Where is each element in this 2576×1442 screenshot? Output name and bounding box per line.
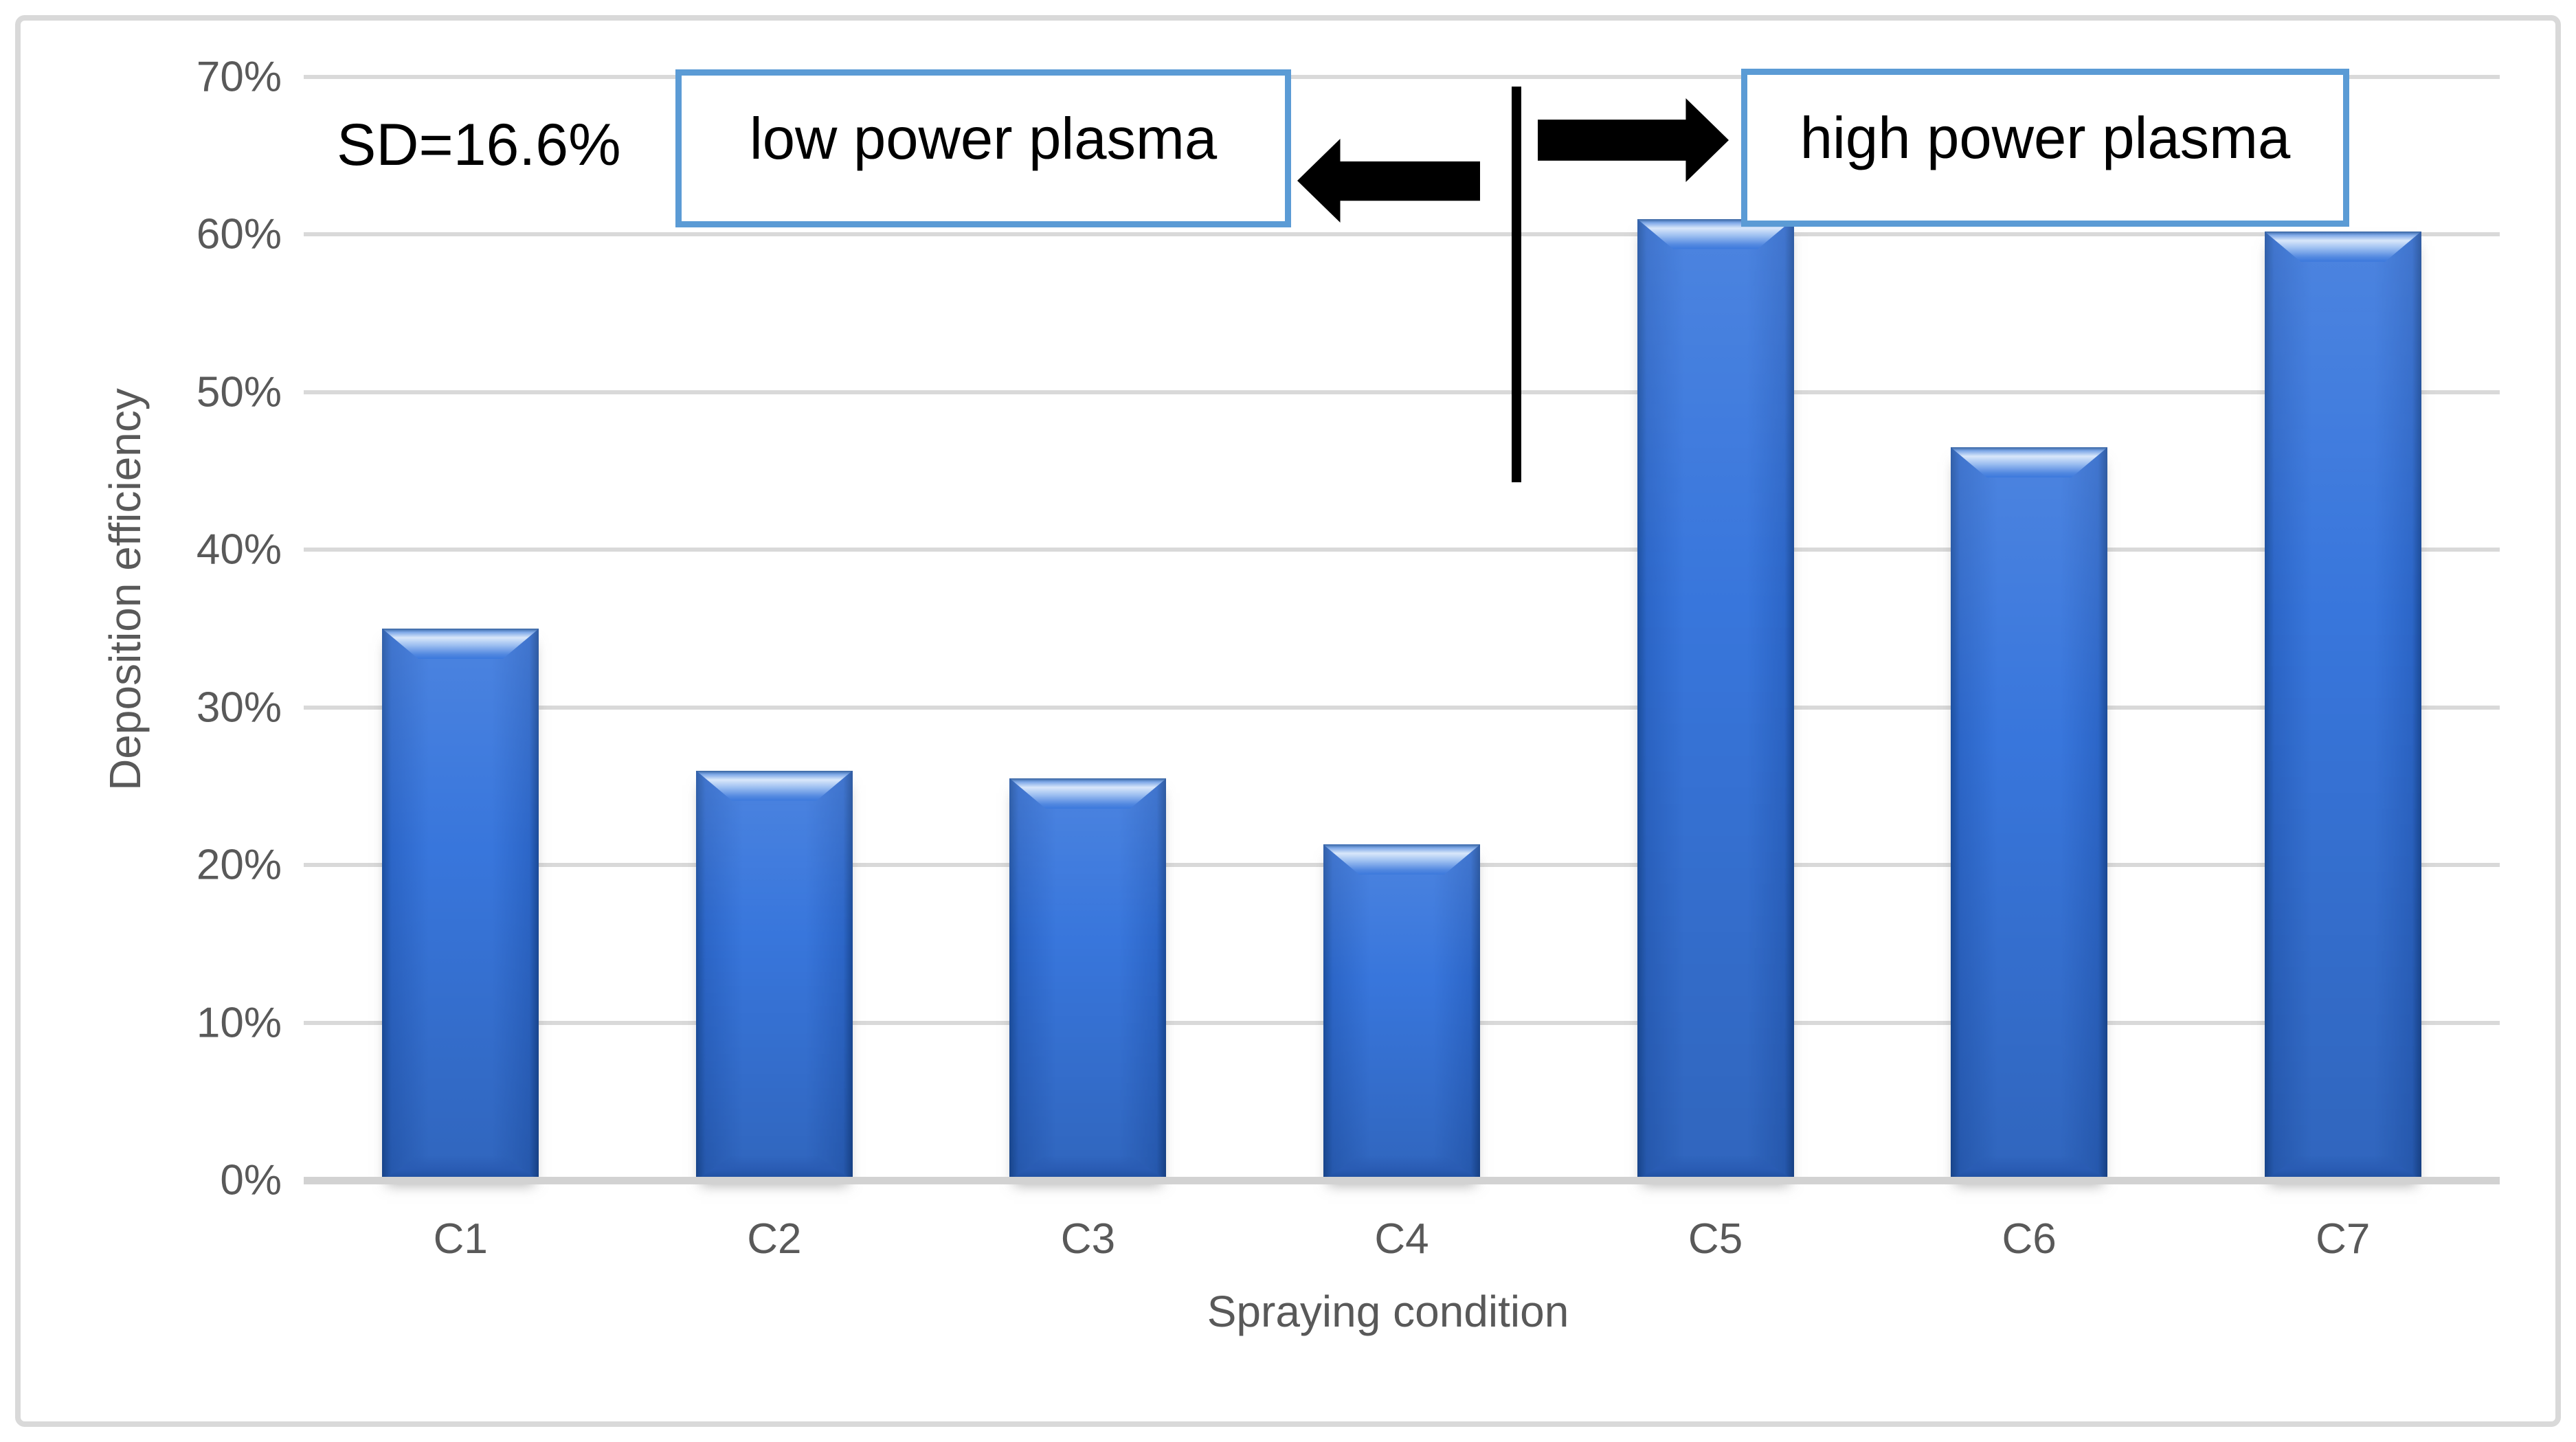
x-tick-label-C7: C7 [2316,1215,2371,1263]
gridline-70 [304,75,2500,79]
gridline-40 [304,548,2500,552]
x-axis-line [304,1177,2500,1184]
y-tick-label-20: 20% [196,841,282,889]
y-tick-label-30: 30% [196,684,282,732]
bar-C2 [695,770,853,1180]
bar-C5 [1637,218,1794,1180]
high-power-plasma-box: high power plasma [1741,69,2349,227]
gridline-50 [304,390,2500,394]
x-tick-label-C6: C6 [2002,1215,2057,1263]
high-power-plasma-label: high power plasma [1800,106,2291,171]
x-tick-label-C2: C2 [747,1215,802,1263]
plot-area [304,75,2500,1180]
y-tick-label-40: 40% [196,526,282,574]
sd-annotation: SD=16.6% [337,112,621,178]
x-tick-label-C5: C5 [1688,1215,1743,1263]
low-power-plasma-box: low power plasma [675,69,1291,227]
y-tick-label-0: 0% [220,1156,282,1204]
x-tick-label-C4: C4 [1374,1215,1429,1263]
bar-C7 [2264,231,2421,1180]
chart-outer-frame [15,15,2561,1427]
x-tick-label-C1: C1 [433,1215,488,1263]
y-tick-label-10: 10% [196,999,282,1047]
x-tick-label-C3: C3 [1060,1215,1116,1263]
gridline-30 [304,705,2500,710]
y-axis-title: Deposition efficiency [100,388,150,791]
x-axis-title: Spraying condition [1207,1287,1569,1336]
bar-C3 [1009,778,1167,1180]
gridline-60 [304,232,2500,237]
y-tick-label-70: 70% [196,53,282,101]
bar-C6 [1951,447,2108,1180]
low-power-plasma-label: low power plasma [749,106,1218,172]
y-tick-label-60: 60% [196,210,282,258]
bar-C1 [382,629,539,1180]
bar-C4 [1323,844,1480,1180]
y-tick-label-50: 50% [196,368,282,416]
divider-line [1512,87,1521,482]
